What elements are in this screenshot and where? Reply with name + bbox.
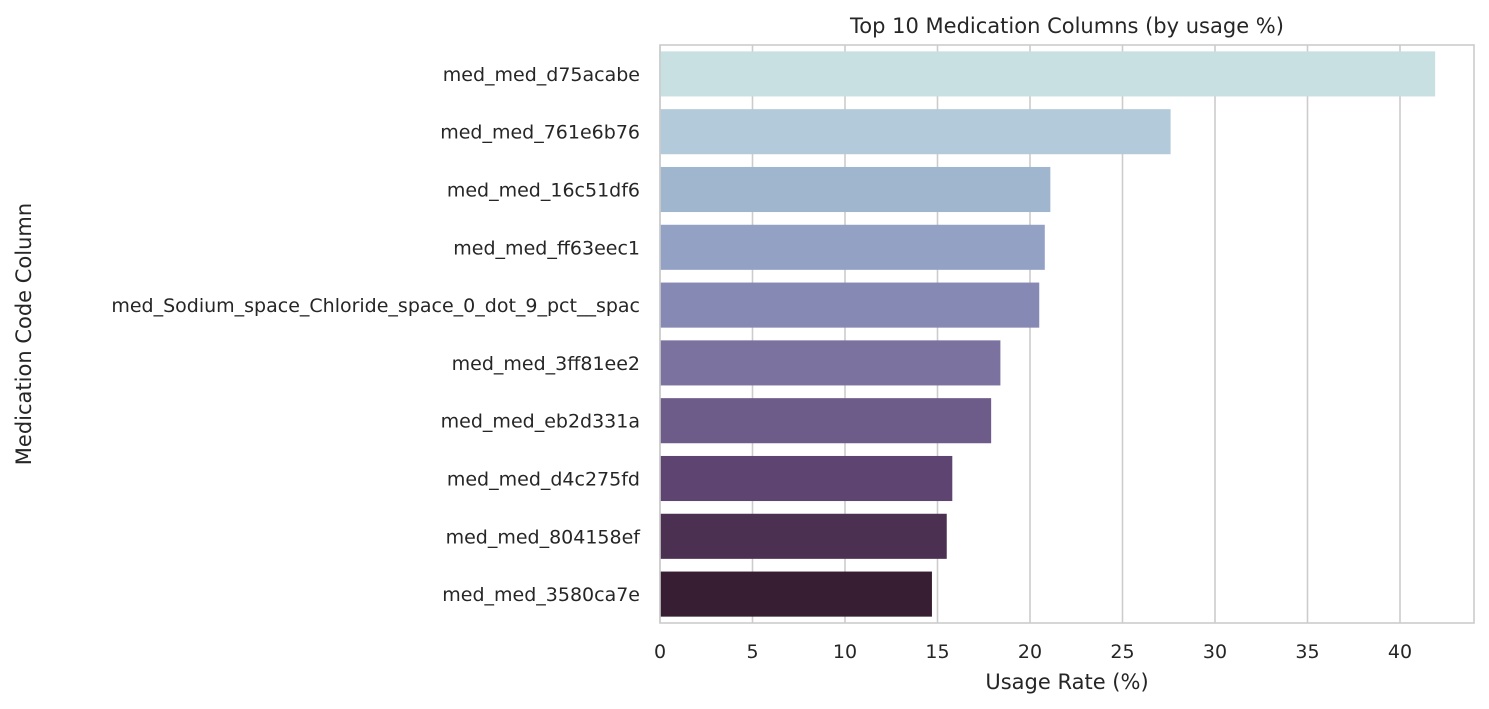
y-tick-label: med_med_16c51df6 (447, 180, 640, 202)
x-tick-label: 15 (925, 641, 949, 663)
chart-title: Top 10 Medication Columns (by usage %) (849, 14, 1284, 38)
y-tick-label: med_med_3ff81ee2 (452, 353, 640, 375)
x-tick-labels: 0 5 10 15 20 25 30 35 40 (654, 641, 1412, 663)
y-tick-label: med_med_d75acabe (443, 64, 640, 86)
y-tick-label: med_Sodium_space_Chloride_space_0_dot_9_… (111, 295, 640, 317)
x-tick-label: 40 (1388, 641, 1412, 663)
bar (660, 340, 1001, 386)
x-tick-label: 25 (1110, 641, 1134, 663)
y-tick-label: med_med_3580ca7e (442, 584, 640, 606)
x-tick-label: 30 (1203, 641, 1227, 663)
y-tick-label: med_med_ff63eec1 (453, 237, 640, 259)
y-tick-label: med_med_761e6b76 (440, 122, 640, 144)
x-tick-label: 0 (654, 641, 666, 663)
bar (660, 282, 1040, 328)
bar (660, 166, 1051, 213)
y-tick-labels: med_med_d75acabe med_med_761e6b76 med_med_… (111, 64, 641, 606)
x-tick-label: 20 (1018, 641, 1042, 663)
y-tick-label: med_med_804158ef (446, 526, 642, 548)
bars (660, 51, 1436, 617)
bar (660, 224, 1045, 270)
bar (660, 109, 1171, 155)
y-tick-label: med_med_eb2d331a (441, 411, 640, 433)
bar (660, 51, 1436, 97)
x-tick-label: 35 (1295, 641, 1319, 663)
bar (660, 513, 947, 559)
x-axis-label: Usage Rate (%) (985, 670, 1148, 694)
bar (660, 455, 953, 502)
x-tick-label: 5 (746, 641, 758, 663)
bar (660, 398, 992, 444)
bar (660, 571, 932, 617)
plot-frame (659, 44, 1475, 624)
x-tick-label: 10 (833, 641, 857, 663)
y-axis-label: Medication Code Column (12, 203, 36, 465)
y-tick-label: med_med_d4c275fd (447, 469, 640, 491)
